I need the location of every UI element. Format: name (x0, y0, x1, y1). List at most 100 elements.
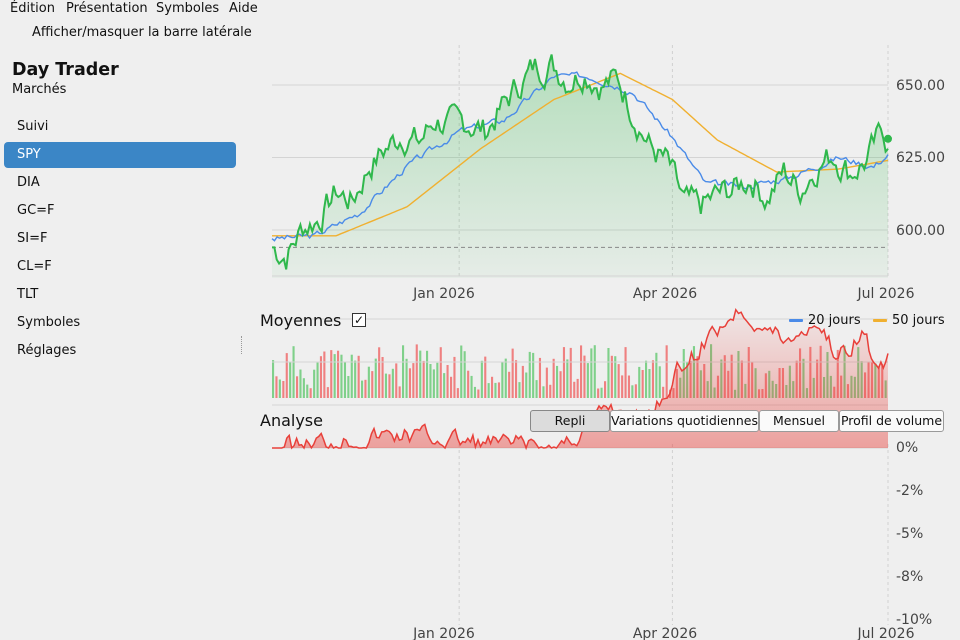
toggle-sidebar-button[interactable]: Afficher/masquer la barre latérale (32, 25, 252, 40)
volume-bar (610, 355, 613, 398)
volume-bar (278, 379, 281, 398)
volume-bar (367, 366, 370, 398)
volume-bar (426, 350, 429, 398)
volume-bar (350, 354, 353, 398)
volume-bar (545, 367, 548, 398)
drawdown-line (272, 307, 889, 451)
dd-x-tick-label: Apr 2026 (633, 626, 697, 640)
tab-monthly[interactable]: Mensuel (759, 410, 839, 432)
volume-bar (364, 379, 367, 398)
tab-drawdown[interactable]: Repli (530, 410, 610, 432)
menu-edit[interactable]: Édition (10, 1, 55, 16)
volume-bar (617, 364, 620, 398)
volume-bar (549, 384, 552, 398)
volume-bar (624, 347, 627, 398)
volume-bar (655, 352, 658, 398)
volume-bar (494, 382, 497, 398)
volume-bar (292, 346, 295, 398)
volume-bar (361, 380, 364, 398)
averages-checkbox[interactable]: ✓ (352, 313, 366, 327)
volume-bar (484, 356, 487, 398)
volume-bar (391, 368, 394, 398)
volume-bar (381, 357, 384, 398)
volume-bar (590, 348, 593, 398)
menu-view[interactable]: Présentation (66, 1, 148, 16)
y-tick-label: 600.00 (896, 223, 945, 239)
volume-bar (593, 345, 596, 398)
volume-bar (604, 381, 607, 398)
volume-bar (665, 345, 668, 398)
volume-bar (477, 389, 480, 398)
dd-y-tick-label: -10% (896, 612, 932, 628)
price-area (272, 54, 888, 278)
volume-bar (501, 362, 504, 398)
y-tick-label: 650.00 (896, 78, 945, 94)
sidebar-item-gcf[interactable]: GC=F (17, 203, 55, 218)
sidebar-item-clf[interactable]: CL=F (17, 259, 52, 274)
volume-bar (566, 359, 569, 398)
sidebar: Day Trader Marchés Suivi SPY DIA GC=F SI… (0, 52, 244, 640)
sidebar-item-sif[interactable]: SI=F (17, 231, 48, 246)
volume-bar (313, 369, 316, 398)
price-line (272, 54, 889, 270)
volume-bar (638, 366, 641, 398)
volume-bar (515, 360, 518, 398)
volume-bar (651, 360, 655, 398)
volume-bar (412, 363, 415, 398)
dd-x-tick-label: Jan 2026 (412, 626, 475, 640)
x-tick-label: Apr 2026 (633, 286, 697, 302)
volume-bar (576, 378, 579, 398)
volume-bar (600, 387, 603, 398)
volume-bar (453, 356, 456, 398)
volume-bar (285, 353, 288, 398)
volume-bar (480, 360, 483, 398)
volume-bar (374, 358, 377, 398)
volume-bar (597, 388, 600, 398)
sidebar-item-suivi[interactable]: Suivi (17, 119, 49, 134)
tab-volume-profile[interactable]: Profil de volume (839, 410, 944, 432)
volume-bar (463, 351, 466, 398)
menu-symbols[interactable]: Symboles (156, 1, 220, 16)
volume-bar (487, 383, 490, 398)
volume-bar (446, 365, 449, 398)
volume-bar (627, 375, 631, 398)
volume-bar (357, 355, 360, 398)
volume-bar (432, 369, 435, 398)
volume-bar (405, 358, 408, 398)
last-price-marker[interactable] (884, 134, 892, 143)
sidebar-item-reglages[interactable]: Réglages (17, 343, 77, 358)
volume-bar (569, 347, 572, 398)
dd-y-tick-label: -5% (896, 526, 923, 542)
volume-bar (470, 375, 473, 398)
sidebar-splitter[interactable] (241, 336, 243, 354)
sidebar-item-dia[interactable]: DIA (17, 175, 40, 190)
volume-bar (436, 362, 439, 398)
volume-bar (456, 388, 459, 398)
volume-bar (450, 376, 453, 398)
sidebar-item-symboles[interactable]: Symboles (17, 315, 81, 330)
volume-bar (634, 384, 637, 398)
menu-bar: Édition Présentation Symboles Aide (0, 0, 960, 18)
volume-bar (528, 351, 531, 398)
volume-bar (573, 381, 576, 398)
tab-daily-changes[interactable]: Variations quotidiennes (610, 410, 759, 432)
volume-bar (504, 358, 507, 398)
menu-help[interactable]: Aide (229, 1, 258, 16)
volume-bar (583, 355, 586, 398)
volume-bar (299, 369, 302, 398)
volume-bar (580, 345, 583, 398)
dd-y-tick-label: -8% (896, 569, 923, 585)
volume-bar (621, 375, 624, 398)
volume-bar (275, 376, 278, 398)
volume-bar (398, 386, 401, 398)
volume-bar (538, 357, 542, 398)
volume-bar (607, 348, 610, 398)
sidebar-item-spy[interactable]: SPY (4, 142, 236, 168)
volume-bar (497, 382, 501, 398)
volume-bar (408, 368, 412, 398)
sidebar-item-tlt[interactable]: TLT (17, 287, 39, 302)
volume-bar (347, 376, 350, 398)
app-title: Day Trader (12, 60, 119, 80)
legend-ma20: 20 jours (789, 313, 861, 329)
volume-bar (402, 345, 405, 398)
